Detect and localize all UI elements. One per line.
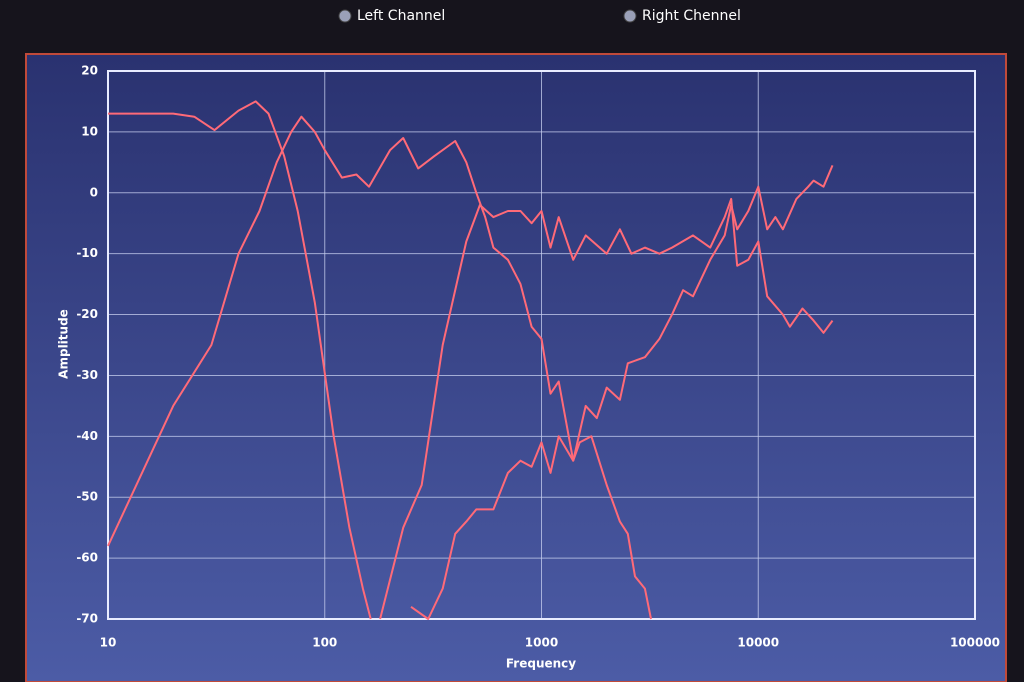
legend-label[interactable]: Right Chennel [642, 8, 741, 24]
response-curve [108, 100, 372, 620]
y-tick-label: -70 [76, 612, 98, 626]
x-axis-label: Frequency [506, 657, 576, 671]
x-tick-label: 100 [312, 636, 337, 650]
y-tick-label: -10 [76, 246, 98, 260]
y-tick-label: -60 [76, 551, 98, 565]
legend-radio[interactable] [338, 9, 352, 23]
x-tick-label: 1000 [525, 636, 558, 650]
x-tick-label: 100000 [950, 636, 1000, 650]
legend-label[interactable]: Left Channel [357, 8, 445, 24]
response-curve [379, 197, 834, 620]
y-tick-label: -30 [76, 368, 98, 382]
x-tick-label: 10 [100, 636, 117, 650]
y-tick-label: 10 [81, 124, 98, 138]
chart-panel [25, 53, 1007, 682]
plot-frame [107, 70, 976, 620]
y-tick-label: 0 [90, 185, 98, 199]
y-tick-label: -20 [76, 307, 98, 321]
y-tick-label: -50 [76, 490, 98, 504]
y-axis-label: Amplitude [57, 309, 71, 379]
y-tick-label: -40 [76, 429, 98, 443]
response-curve [410, 165, 834, 620]
y-tick-label: 20 [81, 64, 98, 78]
legend-radio[interactable] [623, 9, 637, 23]
x-tick-label: 10000 [737, 636, 779, 650]
response-curve [107, 115, 652, 620]
